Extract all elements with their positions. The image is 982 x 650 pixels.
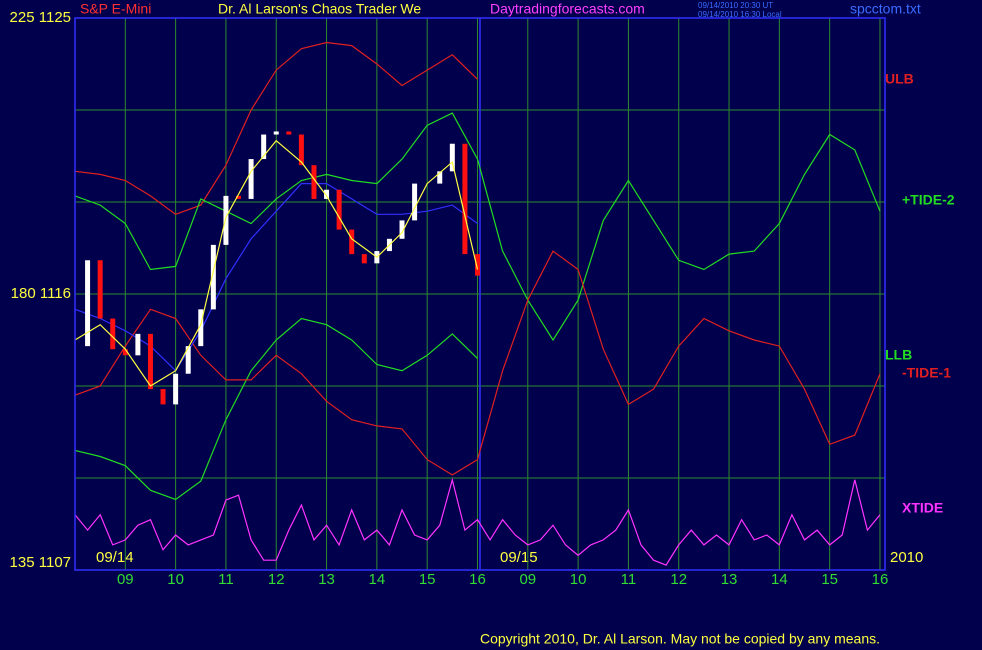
legend-label: ULB: [885, 71, 914, 87]
time-stamp: 09/14/2010 20:30 UT: [698, 1, 773, 10]
x-tick-label: 09: [117, 571, 134, 588]
copyright: Copyright 2010, Dr. Al Larson. May not b…: [480, 631, 880, 647]
date-label: 09/14: [96, 549, 134, 566]
file-name: spcctom.txt: [850, 1, 921, 17]
x-tick-label: 14: [771, 571, 788, 588]
x-tick-label: 13: [318, 571, 335, 588]
x-tick-label: 14: [369, 571, 386, 588]
site-name: Daytradingforecasts.com: [490, 1, 645, 17]
series-line: [74, 41, 478, 215]
legend-label: +TIDE-2: [902, 192, 955, 208]
x-tick-label: 16: [872, 571, 889, 588]
y-tick-label: 135 1107: [10, 554, 71, 571]
date-label: 2010: [890, 549, 923, 566]
legend-label: LLB: [885, 347, 912, 363]
x-tick-label: 11: [621, 571, 637, 588]
x-tick-label: 09: [519, 571, 536, 588]
x-tick-label: 15: [821, 571, 838, 588]
x-tick-label: 11: [218, 571, 234, 588]
x-tick-label: 12: [268, 571, 285, 588]
series-line: [74, 139, 479, 387]
legend-label: -TIDE-1: [902, 365, 951, 381]
series-line: [74, 250, 881, 476]
y-tick-label: 180 1116: [11, 285, 71, 302]
x-tick-label: 10: [570, 571, 587, 588]
y-tick-label: 225 1125: [10, 9, 71, 26]
series-line: [74, 477, 881, 566]
plot-border: [74, 17, 886, 571]
x-tick-label: 10: [167, 571, 184, 588]
series-line: [74, 183, 478, 372]
chart-subtitle: Dr. Al Larson's Chaos Trader We: [218, 1, 421, 17]
x-tick-label: 16: [469, 571, 486, 588]
date-label: 09/15: [500, 549, 538, 566]
x-tick-label: 13: [721, 571, 738, 588]
x-tick-label: 12: [670, 571, 687, 588]
chart-title: S&P E-Mini: [80, 1, 151, 17]
series-line: [74, 317, 478, 501]
legend-label: XTIDE: [902, 500, 943, 516]
x-tick-label: 15: [419, 571, 436, 588]
time-stamp: 09/14/2010 16:30 Local: [698, 10, 782, 19]
series-line: [74, 112, 881, 342]
